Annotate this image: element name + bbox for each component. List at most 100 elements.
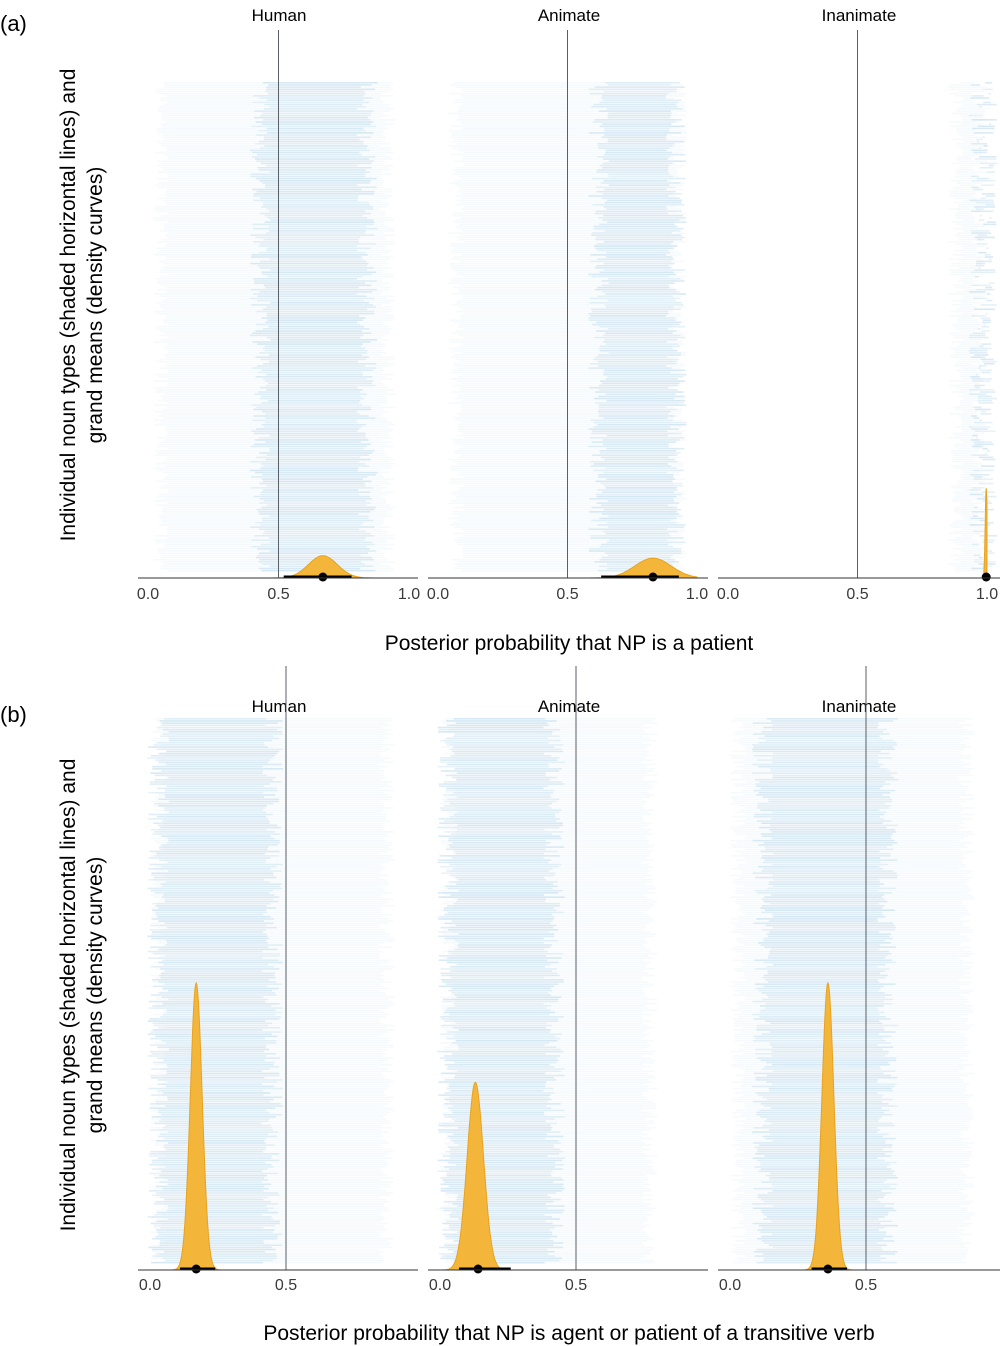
noun-line-core xyxy=(158,907,277,909)
noun-line xyxy=(154,1007,388,1009)
noun-line xyxy=(455,225,677,228)
x-tick-label: 0.0 xyxy=(139,1277,161,1294)
noun-line-core xyxy=(149,1172,279,1175)
noun-line-core xyxy=(764,946,896,949)
noun-line xyxy=(456,380,683,382)
noun-line-core xyxy=(253,116,368,119)
noun-line-core xyxy=(443,820,557,822)
noun-line xyxy=(157,1044,394,1046)
noun-line-core xyxy=(162,820,270,822)
noun-line-core xyxy=(151,931,264,933)
noun-line-core xyxy=(754,815,880,818)
noun-line xyxy=(443,1072,648,1075)
noun-line xyxy=(956,129,975,132)
noun-line xyxy=(158,515,393,517)
noun-line xyxy=(453,968,655,970)
noun-line-core xyxy=(755,1037,884,1040)
noun-line-core xyxy=(158,920,264,922)
noun-line-core xyxy=(604,153,686,156)
noun-line xyxy=(741,1026,970,1029)
noun-line xyxy=(735,926,971,929)
noun-line xyxy=(167,175,381,178)
noun-line xyxy=(454,809,655,811)
panel-a: 0.0 0.5 1.0 0.0 0.5 1.0 0.0 0.5 1.0 xyxy=(137,30,1000,603)
noun-line xyxy=(744,813,975,816)
noun-line-core xyxy=(160,1196,268,1199)
noun-line-core xyxy=(167,1066,280,1068)
noun-line-core xyxy=(151,1116,276,1118)
noun-line-core xyxy=(591,105,678,108)
noun-line-core xyxy=(970,474,990,476)
noun-line xyxy=(744,944,961,946)
noun-line-core xyxy=(158,948,278,951)
noun-line-core xyxy=(443,800,557,803)
noun-line-core xyxy=(607,108,683,110)
noun-line-core xyxy=(447,1087,554,1090)
noun-line-core xyxy=(757,820,892,822)
noun-line xyxy=(455,807,644,809)
noun-line-core xyxy=(262,328,370,330)
noun-line xyxy=(454,1002,657,1005)
noun-line-core xyxy=(266,127,364,130)
noun-line xyxy=(164,1203,385,1205)
noun-line-core xyxy=(453,1035,556,1038)
noun-line-core xyxy=(260,260,367,263)
noun-line xyxy=(453,511,676,513)
noun-line xyxy=(158,182,384,184)
plot-area: 0.0 0.5 1.0 0.0 0.5 1.0 0.0 0.5 1.00.0 0.5 0.0 0.5 0… xyxy=(137,30,1000,1294)
noun-line-core xyxy=(973,151,987,154)
noun-line xyxy=(952,432,985,435)
noun-line xyxy=(162,119,396,121)
noun-line xyxy=(164,787,381,790)
noun-line xyxy=(152,887,385,890)
noun-line xyxy=(443,887,657,890)
noun-line-core xyxy=(252,332,371,335)
noun-line xyxy=(454,99,672,102)
noun-line-core xyxy=(148,878,265,881)
noun-line-core xyxy=(771,720,893,722)
noun-line xyxy=(157,1218,385,1220)
noun-line-core xyxy=(158,961,284,964)
noun-line xyxy=(163,138,382,141)
noun-line xyxy=(733,1055,968,1057)
noun-line-core xyxy=(764,735,880,738)
noun-line xyxy=(956,369,977,372)
noun-line xyxy=(452,304,685,306)
noun-line-core xyxy=(761,822,883,825)
noun-line xyxy=(962,410,978,413)
noun-line xyxy=(443,1111,652,1114)
noun-line xyxy=(463,556,685,559)
noun-line-core xyxy=(591,232,672,234)
noun-line-core xyxy=(457,1231,553,1233)
noun-line xyxy=(450,1229,643,1231)
noun-line-core xyxy=(752,1131,878,1133)
noun-line-core xyxy=(454,1005,552,1007)
noun-line-core xyxy=(266,484,366,487)
noun-line xyxy=(150,894,381,896)
noun-line xyxy=(451,147,681,149)
noun-line-core xyxy=(763,937,893,940)
noun-line-core xyxy=(599,125,685,128)
noun-line xyxy=(452,931,651,933)
noun-line xyxy=(462,297,675,300)
noun-line-core xyxy=(767,955,888,957)
noun-line xyxy=(153,404,382,406)
noun-line xyxy=(953,548,986,550)
noun-line xyxy=(740,1185,975,1188)
noun-line-core xyxy=(443,1200,554,1203)
noun-line-core xyxy=(980,184,995,186)
noun-line xyxy=(451,132,687,134)
noun-line-core xyxy=(443,909,557,912)
noun-line-core xyxy=(606,447,685,450)
noun-line-core xyxy=(261,423,366,426)
noun-line-core xyxy=(152,952,281,955)
noun-line-core xyxy=(974,421,993,424)
noun-line-core xyxy=(768,920,879,922)
noun-line xyxy=(953,101,974,104)
noun-line xyxy=(443,1107,657,1109)
noun-line xyxy=(960,561,977,563)
noun-line-core xyxy=(164,718,267,720)
noun-line-core xyxy=(762,835,892,838)
y-axis-title-a-line-1: Individual noun types (shaded horizontal… xyxy=(57,69,80,542)
noun-line xyxy=(950,310,974,313)
